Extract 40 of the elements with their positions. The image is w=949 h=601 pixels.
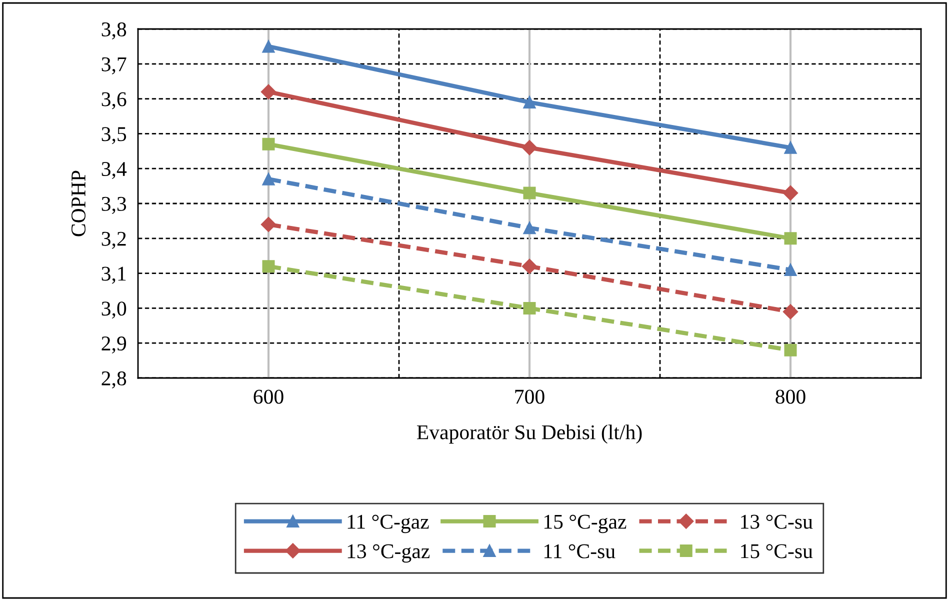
y-tick-label: 3,3 <box>102 196 126 214</box>
legend-label: 15 °C-su <box>741 544 813 558</box>
legend-label: 11 °C-gaz <box>348 514 429 534</box>
x-tick-label: 600 <box>254 390 284 404</box>
point <box>782 304 798 320</box>
legend-label: 13 °C-gaz <box>348 544 430 563</box>
y-tick-label: 3,7 <box>102 57 126 74</box>
y-axis-title: COPHP <box>72 170 86 236</box>
point <box>262 260 275 273</box>
point <box>262 172 275 186</box>
point <box>260 84 276 100</box>
point <box>262 138 275 150</box>
point <box>784 141 797 154</box>
y-tick-label: 2,9 <box>102 336 126 354</box>
y-tick-label: 3,1 <box>102 266 126 284</box>
point <box>522 258 538 274</box>
x-tick-label: 800 <box>776 390 806 404</box>
point <box>262 40 275 53</box>
point <box>523 302 536 314</box>
point <box>522 140 538 156</box>
y-tick-label: 3,5 <box>102 127 126 144</box>
point <box>784 344 797 356</box>
y-tick-label: 3,8 <box>102 22 126 40</box>
x-tick-label: 700 <box>515 390 544 404</box>
legend-label: 15 °C-gaz <box>544 514 626 534</box>
point <box>523 96 536 109</box>
legend-label: 11 °C-su <box>544 544 616 558</box>
point <box>782 185 798 201</box>
y-tick-label: 2,8 <box>102 371 126 388</box>
point <box>784 232 797 245</box>
y-tick-label: 3,2 <box>102 232 126 249</box>
y-tick-label: 3,0 <box>102 302 126 319</box>
y-tick-label: 3,4 <box>102 162 127 180</box>
point <box>784 264 797 276</box>
x-axis-title: Evaporatör Su Debisi (lt/h) <box>416 424 642 444</box>
point <box>260 216 276 232</box>
point <box>523 186 536 200</box>
point <box>523 222 536 234</box>
legend-label: 13 °C-su <box>741 514 813 529</box>
y-tick-label: 3,6 <box>102 92 126 110</box>
